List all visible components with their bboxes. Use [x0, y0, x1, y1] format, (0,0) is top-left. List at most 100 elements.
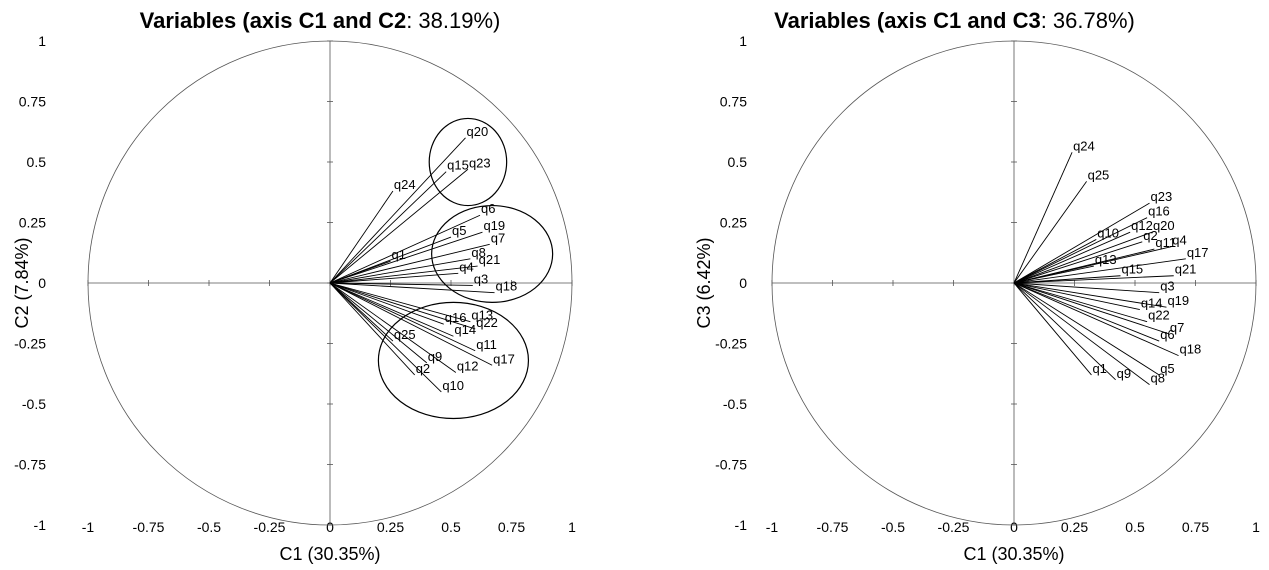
variable-vector-q9	[329, 282, 428, 364]
variable-vector-q15	[329, 171, 447, 284]
x-tick-label: 0.25	[377, 519, 404, 535]
x-tick-label: 0.5	[1125, 519, 1145, 535]
x-tick-label: 0.75	[1182, 519, 1209, 535]
x-tick-label: -0.5	[881, 519, 905, 535]
chart-title: Variables (axis C1 and C2: 38.19%)	[0, 8, 640, 34]
y-tick-label: 0.25	[19, 215, 46, 231]
variable-vector-q12	[329, 282, 457, 373]
y-tick-label: 0	[739, 275, 747, 291]
chart-panel-c1-c2: Variables (axis C1 and C2: 38.19%) -1 -0.…	[0, 8, 640, 564]
variable-label-q25: q25	[1088, 167, 1110, 182]
variable-vector-q5	[1013, 282, 1160, 376]
variable-label-q6: q6	[481, 201, 495, 216]
y-tick-label: 0	[38, 275, 46, 291]
variable-vector-q14	[329, 282, 454, 337]
y-tick-label: -0.75	[715, 457, 747, 473]
variable-label-q21: q21	[1175, 262, 1197, 277]
group-ellipse	[431, 204, 554, 303]
variable-label-q12: q12	[457, 359, 479, 374]
variable-label-q1: q1	[392, 247, 406, 262]
variable-vector-q21	[1013, 275, 1174, 284]
variable-label-q18: q18	[1180, 342, 1202, 357]
variable-vector-q8	[1013, 282, 1150, 386]
variable-label-q5: q5	[1160, 361, 1174, 376]
variable-label-q17: q17	[1187, 245, 1209, 260]
variable-vector-q16	[329, 282, 444, 325]
x-tick-label: -0.25	[254, 519, 286, 535]
x-tick-label: 0	[326, 519, 334, 535]
variable-label-q1: q1	[1092, 361, 1106, 376]
x-tick-label: -1	[82, 519, 95, 535]
y-tick-label: 0.75	[720, 94, 747, 110]
variable-label-q15: q15	[447, 158, 469, 173]
y-tick-label: 1	[38, 33, 46, 49]
x-axis-title: C1 (30.35%)	[279, 544, 380, 564]
variable-label-q24: q24	[1073, 138, 1095, 153]
variable-vector-q3	[1013, 282, 1160, 294]
variable-label-q17: q17	[493, 351, 515, 366]
variable-vector-q19	[329, 231, 483, 284]
variable-label-q22: q22	[476, 315, 498, 330]
variable-vector-q7	[1013, 282, 1170, 335]
variable-label-q11: q11	[476, 337, 497, 352]
variable-label-q23: q23	[469, 155, 491, 170]
variable-label-q19: q19	[483, 218, 505, 233]
variable-label-q16: q16	[1148, 204, 1170, 219]
variable-vector-q23	[1013, 202, 1150, 284]
variable-vector-q22	[329, 282, 476, 330]
variable-vector-q11	[329, 282, 476, 352]
x-tick-label: 0.5	[441, 519, 461, 535]
variable-vector-q16	[1013, 217, 1148, 284]
y-tick-label: -0.25	[715, 336, 747, 352]
correlation-circle-plot: -1 -0.75 -0.5 -0.25 0 0.25 0.5 0.75 1 1 0.75 0.5 0.2…	[12, 33, 576, 564]
variable-vector-q2	[1013, 241, 1143, 284]
variable-label-q20: q20	[467, 124, 489, 139]
variable-label-q3: q3	[1160, 279, 1174, 294]
variable-vector-q1	[329, 260, 391, 284]
variable-label-q3: q3	[474, 271, 488, 286]
variable-label-q25: q25	[394, 327, 416, 342]
y-axis-title: C3 (6.42%)	[694, 237, 714, 328]
variable-label-q13: q13	[471, 308, 493, 323]
variable-vector-q22	[1013, 282, 1148, 323]
variable-label-q23: q23	[1151, 189, 1173, 204]
variable-label-q7: q7	[491, 230, 505, 245]
variable-vector-q19	[1013, 282, 1167, 308]
variable-label-q18: q18	[496, 279, 518, 294]
chart-title-bold: Variables (axis C1 and C2	[139, 8, 407, 33]
x-tick-label: 0	[1010, 519, 1018, 535]
variable-vector-q25	[1013, 181, 1087, 284]
x-tick-label: 1	[568, 519, 576, 535]
variable-label-q8: q8	[471, 245, 485, 260]
correlation-circle-plot: -1 -0.75 -0.5 -0.25 0 0.25 0.5 0.75 1 1 0.75 0.5 0.2…	[694, 33, 1260, 564]
variable-label-q13: q13	[1095, 252, 1117, 267]
variable-vector-q17	[329, 282, 493, 366]
variable-vector-q2	[329, 282, 416, 376]
variable-label-q5: q5	[452, 223, 466, 238]
chart-title-bold: Variables (axis C1 and C3	[774, 8, 1041, 33]
y-tick-label: -1	[34, 517, 47, 533]
variable-label-q10: q10	[442, 378, 464, 393]
variable-vector-q4	[329, 272, 459, 284]
variable-label-q10: q10	[1097, 225, 1119, 240]
chart-title-rest: : 36.78%)	[1040, 8, 1135, 33]
variable-vector-q10	[1013, 239, 1097, 284]
variable-label-q6: q6	[1160, 327, 1174, 342]
variable-vector-q6	[329, 214, 481, 284]
variable-vector-q8	[329, 258, 471, 284]
variable-vector-q14	[1013, 282, 1140, 311]
variable-label-q4: q4	[459, 259, 473, 274]
variable-vector-q1	[1013, 282, 1092, 376]
variable-vector-q20	[1013, 231, 1153, 284]
variable-label-q12: q12	[1131, 218, 1153, 233]
variable-vector-q4	[1013, 246, 1172, 284]
variable-label-q14: q14	[1141, 296, 1163, 311]
group-ellipse	[428, 117, 508, 207]
variable-label-q8: q8	[1151, 371, 1165, 386]
variable-label-q14: q14	[454, 322, 476, 337]
x-tick-label: -0.25	[938, 519, 970, 535]
x-tick-label: -0.75	[817, 519, 849, 535]
x-tick-label: 0.75	[498, 519, 525, 535]
variable-label-q4: q4	[1172, 233, 1186, 248]
x-tick-label: -0.5	[197, 519, 221, 535]
